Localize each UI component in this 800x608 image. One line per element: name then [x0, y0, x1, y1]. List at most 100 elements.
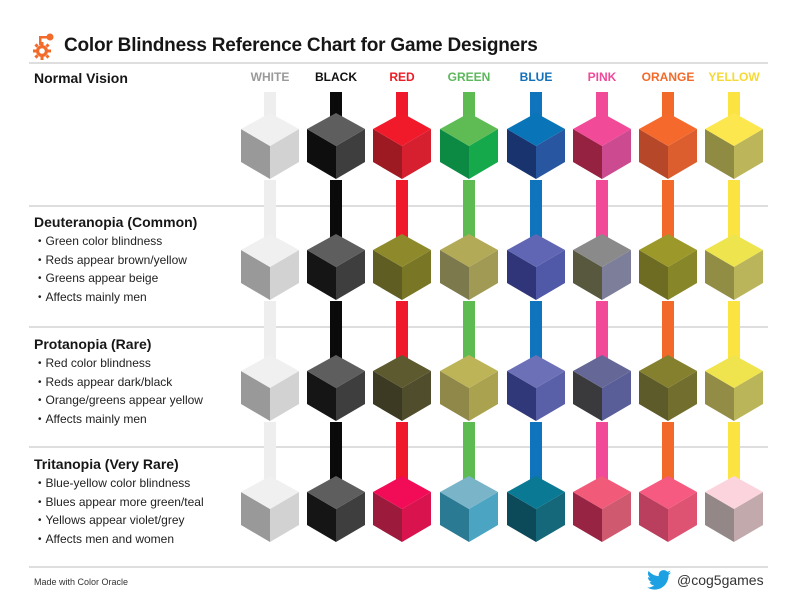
- color-cube-orange: [639, 113, 697, 179]
- color-cube-black: [307, 476, 365, 542]
- note-item: Orange/greens appear yellow: [38, 392, 203, 411]
- color-cube-red: [373, 113, 431, 179]
- note-item: Reds appear brown/yellow: [38, 252, 187, 271]
- color-cube-red: [373, 476, 431, 542]
- note-item: Red color blindness: [38, 355, 203, 374]
- color-stripe-black: [330, 92, 342, 118]
- column-label-orange: ORANGE: [641, 70, 695, 84]
- column-label-white: WHITE: [250, 70, 290, 84]
- color-cube-green: [440, 476, 498, 542]
- row-title-normal-vision: Normal Vision: [34, 70, 128, 86]
- color-stripe-red: [396, 92, 408, 118]
- gear-robot-arm-icon: [33, 33, 54, 60]
- color-stripe-pink: [596, 180, 608, 239]
- color-cube-yellow: [705, 355, 763, 421]
- column-label-blue: BLUE: [519, 70, 553, 84]
- color-stripe-black: [330, 422, 342, 481]
- color-cube-white: [241, 113, 299, 179]
- color-stripe-green: [463, 92, 475, 118]
- note-item: Affects mainly men: [38, 411, 203, 430]
- color-cube-black: [307, 355, 365, 421]
- color-stripe-blue: [530, 301, 542, 360]
- note-item: Blues appear more green/teal: [38, 494, 204, 513]
- note-item: Affects mainly men: [38, 289, 187, 308]
- color-stripe-red: [396, 180, 408, 239]
- column-label-green: GREEN: [447, 70, 491, 84]
- color-cube-orange: [639, 355, 697, 421]
- color-cube-yellow: [705, 234, 763, 300]
- twitter-handle: @cog5games: [677, 572, 764, 588]
- color-stripe-yellow: [728, 422, 740, 481]
- twitter-handle-link[interactable]: @cog5games: [647, 570, 764, 590]
- column-label-pink: PINK: [587, 70, 617, 84]
- color-stripe-yellow: [728, 92, 740, 118]
- column-label-red: RED: [389, 70, 415, 84]
- color-stripe-red: [396, 301, 408, 360]
- color-cube-blue: [507, 355, 565, 421]
- color-cube-red: [373, 355, 431, 421]
- color-cube-white: [241, 355, 299, 421]
- page-title: Color Blindness Reference Chart for Game…: [64, 35, 538, 56]
- note-item: Greens appear beige: [38, 270, 187, 289]
- color-stripe-orange: [662, 422, 674, 481]
- color-stripe-orange: [662, 180, 674, 239]
- color-stripe-white: [264, 301, 276, 360]
- color-cube-green: [440, 355, 498, 421]
- color-stripe-orange: [662, 92, 674, 118]
- twitter-bird-icon: [647, 570, 671, 590]
- row-title-deuteranopia: Deuteranopia (Common): [34, 214, 198, 230]
- credit-text: Made with Color Oracle: [34, 577, 129, 587]
- color-cube-black: [307, 234, 365, 300]
- color-stripe-pink: [596, 301, 608, 360]
- color-stripe-yellow: [728, 301, 740, 360]
- color-stripe-blue: [530, 180, 542, 239]
- color-stripe-orange: [662, 301, 674, 360]
- color-cube-white: [241, 476, 299, 542]
- color-cube-green: [440, 113, 498, 179]
- color-cube-yellow: [705, 476, 763, 542]
- color-cube-pink: [573, 113, 631, 179]
- color-cube-blue: [507, 113, 565, 179]
- note-item: Affects men and women: [38, 531, 204, 550]
- divider: [29, 566, 768, 568]
- color-cube-pink: [573, 355, 631, 421]
- color-cube-yellow: [705, 113, 763, 179]
- protanopia-notes: Red color blindness Reds appear dark/bla…: [38, 355, 203, 429]
- color-stripe-green: [463, 180, 475, 239]
- color-stripe-blue: [530, 422, 542, 481]
- color-stripe-white: [264, 180, 276, 239]
- chart-header: Color Blindness Reference Chart for Game…: [32, 28, 538, 64]
- note-item: Green color blindness: [38, 233, 187, 252]
- color-stripe-white: [264, 92, 276, 118]
- color-cube-orange: [639, 234, 697, 300]
- divider: [29, 62, 768, 64]
- note-item: Reds appear dark/black: [38, 374, 203, 393]
- color-cube-white: [241, 234, 299, 300]
- color-stripe-black: [330, 301, 342, 360]
- color-stripe-black: [330, 180, 342, 239]
- color-stripe-green: [463, 422, 475, 481]
- color-cube-pink: [573, 476, 631, 542]
- color-cube-green: [440, 234, 498, 300]
- color-stripe-red: [396, 422, 408, 481]
- deuteranopia-notes: Green color blindness Reds appear brown/…: [38, 233, 187, 307]
- color-cube-pink: [573, 234, 631, 300]
- color-stripe-pink: [596, 422, 608, 481]
- color-stripe-pink: [596, 92, 608, 118]
- color-cube-red: [373, 234, 431, 300]
- color-stripe-blue: [530, 92, 542, 118]
- color-stripe-yellow: [728, 180, 740, 239]
- color-stripe-green: [463, 301, 475, 360]
- tritanopia-notes: Blue-yellow color blindness Blues appear…: [38, 475, 204, 549]
- color-cube-blue: [507, 234, 565, 300]
- row-title-tritanopia: Tritanopia (Very Rare): [34, 456, 179, 472]
- note-item: Blue-yellow color blindness: [38, 475, 204, 494]
- color-cube-black: [307, 113, 365, 179]
- color-cube-blue: [507, 476, 565, 542]
- color-stripe-white: [264, 422, 276, 481]
- row-title-protanopia: Protanopia (Rare): [34, 336, 152, 352]
- column-label-yellow: YELLOW: [708, 70, 760, 84]
- color-cube-orange: [639, 476, 697, 542]
- column-label-black: BLACK: [315, 70, 357, 84]
- note-item: Yellows appear violet/grey: [38, 512, 204, 531]
